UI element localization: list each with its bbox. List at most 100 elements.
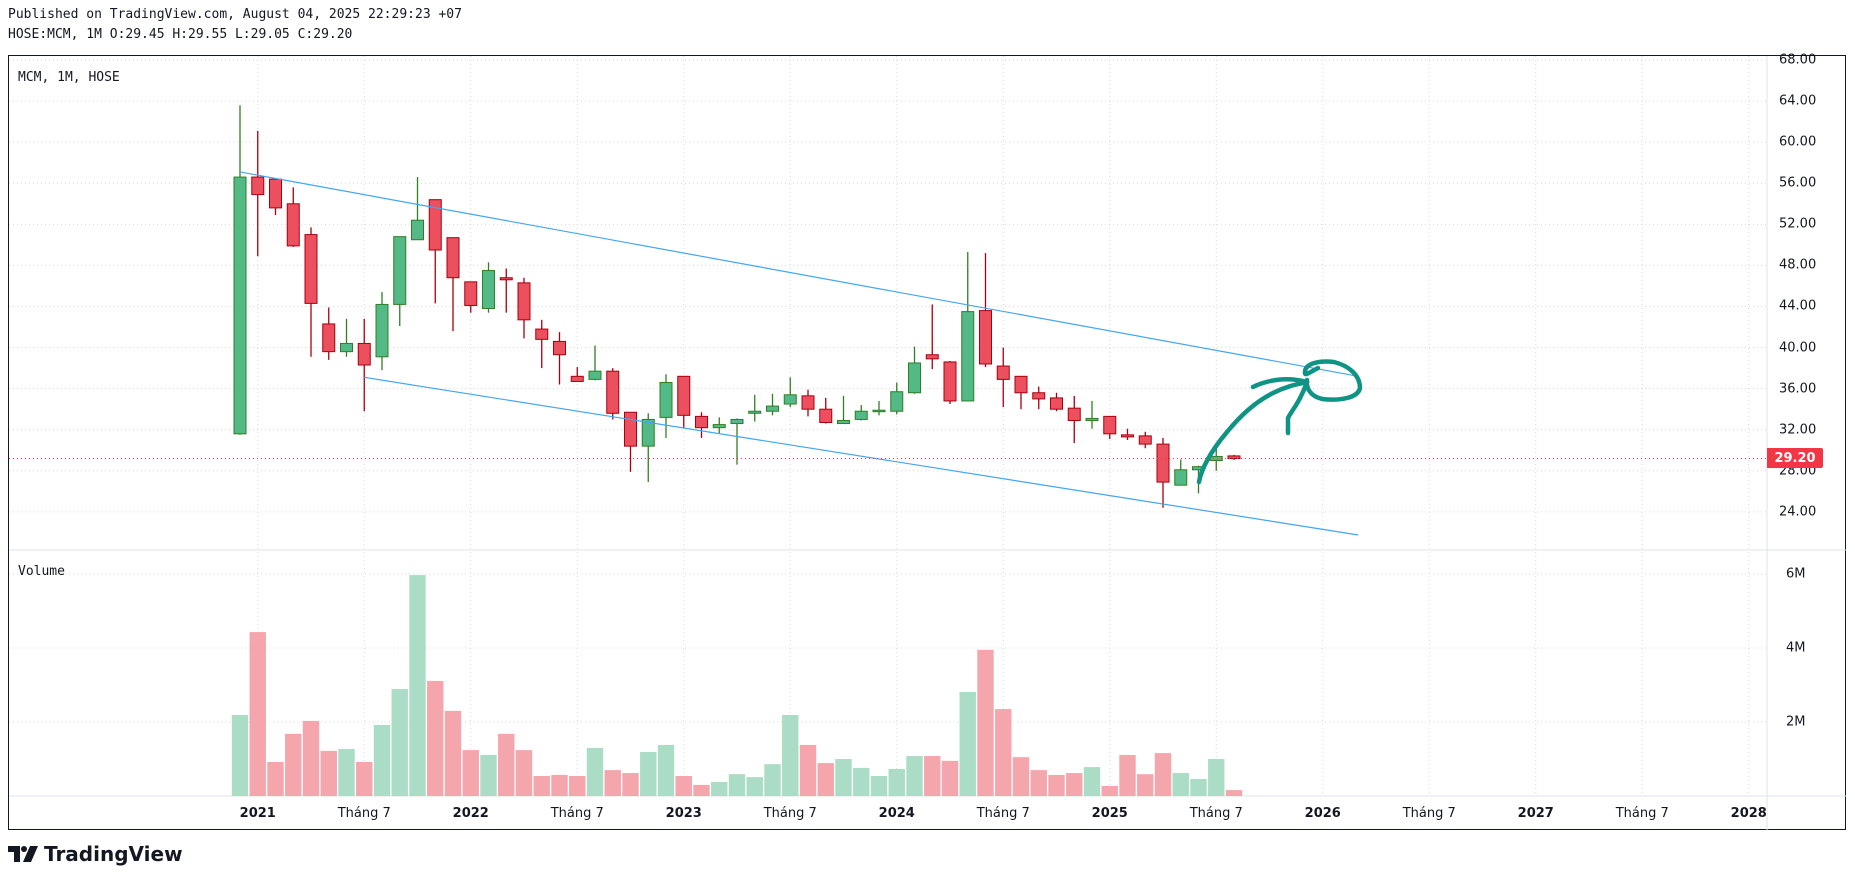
candle[interactable]: [464, 281, 478, 313]
candle[interactable]: [1156, 437, 1170, 508]
candle[interactable]: [1138, 431, 1152, 449]
candle[interactable]: [482, 262, 495, 313]
candle[interactable]: [801, 389, 815, 417]
candle-body: [890, 391, 904, 412]
candle[interactable]: [819, 397, 833, 424]
candle[interactable]: [677, 375, 691, 428]
channel-lower-line[interactable]: [364, 376, 1359, 536]
candle[interactable]: [322, 307, 336, 360]
candle[interactable]: [872, 400, 886, 416]
candle[interactable]: [1032, 386, 1046, 410]
tradingview-logo[interactable]: TradingView: [8, 842, 183, 866]
candle-body: [624, 411, 637, 447]
candle-body: [1103, 415, 1117, 435]
symbol-legend[interactable]: MCM, 1M, HOSE: [18, 70, 120, 85]
candle-body: [322, 323, 336, 353]
candle[interactable]: [748, 394, 762, 422]
candle-body: [659, 381, 673, 418]
volume-bar: [657, 744, 675, 796]
candle[interactable]: [695, 412, 708, 438]
volume-tick-label: 6M: [1786, 566, 1806, 582]
candle[interactable]: [659, 374, 673, 438]
candle[interactable]: [712, 417, 726, 434]
candle[interactable]: [233, 105, 247, 435]
candle[interactable]: [1174, 459, 1188, 486]
candle[interactable]: [961, 252, 975, 402]
candle[interactable]: [446, 237, 460, 332]
candle[interactable]: [553, 332, 566, 385]
candle[interactable]: [1014, 375, 1028, 410]
candles: [233, 105, 1241, 508]
candle[interactable]: [641, 413, 655, 483]
volume-bar: [941, 760, 959, 796]
candle[interactable]: [854, 405, 868, 421]
volume-bar: [711, 781, 728, 796]
volume-bar: [870, 776, 888, 796]
candle-body: [1121, 434, 1134, 438]
volume-bar: [409, 575, 426, 796]
candle[interactable]: [375, 292, 389, 371]
candle[interactable]: [570, 367, 584, 382]
candle[interactable]: [357, 318, 371, 412]
candle[interactable]: [269, 178, 282, 216]
candle[interactable]: [606, 368, 620, 420]
candle[interactable]: [517, 277, 531, 339]
candle[interactable]: [535, 319, 549, 369]
candle-body: [961, 311, 975, 402]
volume-bar: [817, 763, 834, 796]
time-tick-label: Tháng 7: [1402, 806, 1456, 821]
candle[interactable]: [837, 395, 850, 425]
candle[interactable]: [286, 187, 300, 247]
candle[interactable]: [393, 236, 407, 326]
candle[interactable]: [340, 318, 353, 357]
candle[interactable]: [996, 347, 1010, 408]
candle-body: [1032, 392, 1046, 400]
candle[interactable]: [428, 199, 442, 304]
volume-bar: [356, 761, 373, 796]
volume-bar: [604, 770, 621, 796]
candle[interactable]: [1067, 395, 1081, 444]
candle[interactable]: [890, 382, 904, 415]
candle[interactable]: [943, 360, 957, 405]
candle[interactable]: [1050, 392, 1063, 412]
candle[interactable]: [1227, 454, 1241, 461]
trendlines: [239, 171, 1359, 536]
volume-bar: [675, 776, 692, 796]
candle-body: [854, 410, 868, 420]
volume-bar: [977, 649, 994, 796]
channel-upper-line[interactable]: [239, 171, 1359, 377]
volume-bar: [1030, 770, 1047, 796]
candle[interactable]: [766, 393, 779, 416]
candle[interactable]: [251, 130, 265, 257]
price-tick-label: 68.00: [1779, 52, 1817, 68]
candle-body: [588, 370, 602, 380]
volume-legend[interactable]: Volume: [18, 564, 65, 579]
candle-body: [1050, 397, 1063, 410]
candle[interactable]: [499, 268, 513, 313]
candle[interactable]: [730, 418, 744, 465]
candle[interactable]: [1085, 400, 1099, 429]
candle[interactable]: [908, 346, 921, 394]
candle[interactable]: [1103, 415, 1117, 439]
candle[interactable]: [304, 227, 318, 357]
candle-body: [837, 419, 850, 425]
candle-body: [979, 310, 992, 365]
candle[interactable]: [624, 411, 637, 472]
volume-bar: [995, 709, 1012, 796]
candle[interactable]: [1121, 428, 1134, 440]
candle-body: [1174, 469, 1188, 486]
chart-frame: [8, 55, 1846, 830]
candle[interactable]: [411, 177, 424, 241]
candle[interactable]: [925, 304, 939, 370]
volume-bar: [391, 689, 408, 796]
candle-body: [535, 328, 549, 340]
time-tick-label: Tháng 7: [976, 806, 1030, 821]
published-line: Published on TradingView.com, August 04,…: [8, 7, 462, 22]
candle-body: [357, 342, 371, 366]
candle[interactable]: [588, 345, 602, 381]
candle[interactable]: [979, 253, 992, 368]
volume-bar: [498, 733, 515, 796]
price-tick-label: 40.00: [1779, 340, 1817, 356]
candle[interactable]: [783, 377, 797, 408]
